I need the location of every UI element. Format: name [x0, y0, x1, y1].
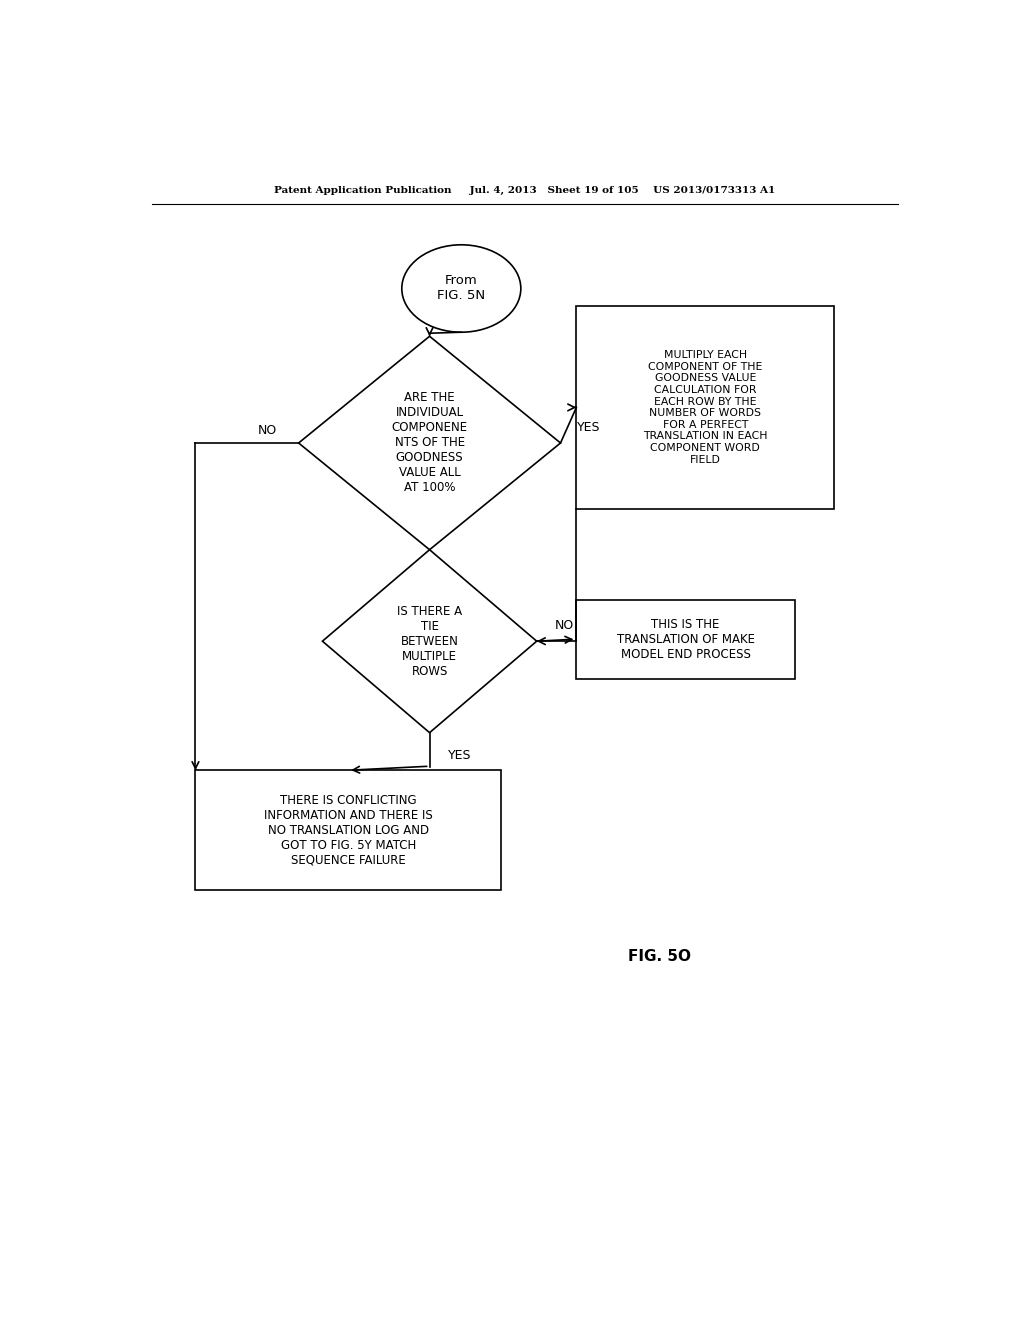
Text: THIS IS THE
TRANSLATION OF MAKE
MODEL END PROCESS: THIS IS THE TRANSLATION OF MAKE MODEL EN…: [616, 618, 755, 660]
Bar: [577, 599, 795, 678]
Text: YES: YES: [447, 748, 471, 762]
Text: NO: NO: [257, 424, 276, 437]
Bar: [577, 306, 835, 510]
Text: ARE THE
INDIVIDUAL
COMPONENE
NTS OF THE
GOODNESS
VALUE ALL
AT 100%: ARE THE INDIVIDUAL COMPONENE NTS OF THE …: [391, 392, 468, 495]
Text: YES: YES: [577, 421, 600, 434]
Text: NO: NO: [555, 619, 574, 632]
Bar: [196, 771, 501, 890]
Text: FIG. 5O: FIG. 5O: [628, 949, 691, 964]
Text: MULTIPLY EACH
COMPONENT OF THE
GOODNESS VALUE
CALCULATION FOR
EACH ROW BY THE
NU: MULTIPLY EACH COMPONENT OF THE GOODNESS …: [643, 350, 768, 465]
Text: THERE IS CONFLICTING
INFORMATION AND THERE IS
NO TRANSLATION LOG AND
GOT TO FIG.: THERE IS CONFLICTING INFORMATION AND THE…: [264, 793, 432, 867]
Text: Patent Application Publication     Jul. 4, 2013   Sheet 19 of 105    US 2013/017: Patent Application Publication Jul. 4, 2…: [274, 186, 775, 195]
Text: From
FIG. 5N: From FIG. 5N: [437, 275, 485, 302]
Text: IS THERE A
TIE
BETWEEN
MULTIPLE
ROWS: IS THERE A TIE BETWEEN MULTIPLE ROWS: [397, 605, 462, 677]
